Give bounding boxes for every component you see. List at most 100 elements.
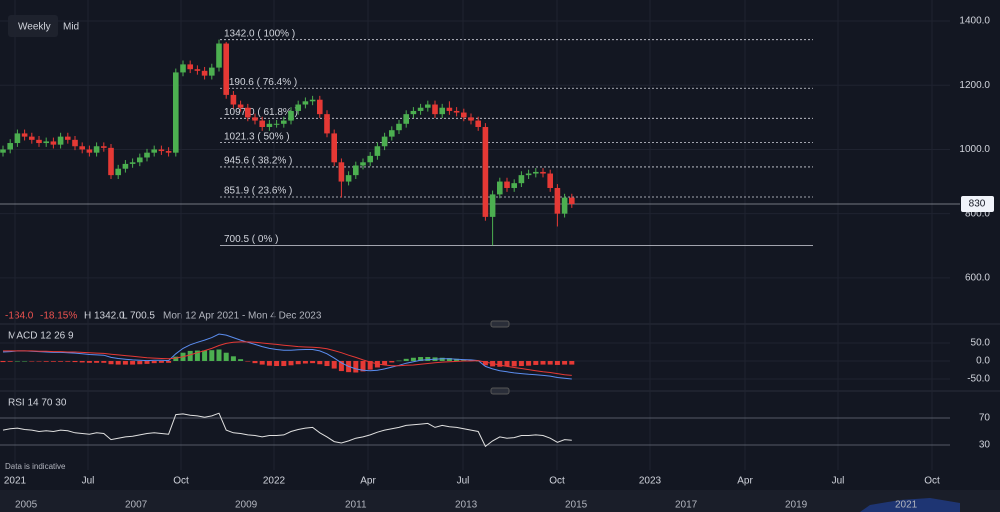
macd-histogram-bar [58, 360, 64, 362]
macd-histogram-bar [122, 360, 128, 365]
macd-histogram-bar [238, 359, 244, 361]
candle-body [540, 171, 546, 174]
candle-body [14, 133, 21, 144]
fib-label: 700.5 ( 0% ) [224, 234, 278, 245]
candle-body [497, 181, 503, 195]
macd-histogram-bar [461, 359, 467, 361]
candle-body [482, 126, 489, 217]
macd-histogram-bar [108, 360, 114, 365]
macd-histogram-bar [288, 360, 294, 366]
candle-body [93, 146, 100, 153]
x-tick-label: Oct [173, 476, 189, 487]
candle-body [425, 104, 431, 108]
candle-body [165, 151, 172, 153]
navigator-year: 2017 [675, 500, 698, 511]
macd-histogram-bar [540, 360, 546, 365]
x-tick-label: Jul [832, 476, 845, 487]
macd-histogram-bar [396, 360, 402, 362]
candle-body [345, 175, 352, 182]
candle-body [353, 165, 359, 176]
last-price-box [961, 196, 994, 213]
low: L 700.5 [122, 311, 155, 322]
candle-body [129, 162, 136, 164]
candle-body [266, 123, 273, 127]
candle-body [187, 64, 193, 70]
candle-body [101, 146, 107, 148]
candle-body [245, 107, 251, 118]
macd-histogram-bar [158, 360, 164, 363]
candle-body [403, 114, 409, 124]
candle-body [309, 99, 316, 102]
y-tick-label: 1200.0 [959, 80, 990, 91]
candle-body [489, 194, 496, 217]
macd-histogram-bar [446, 358, 452, 361]
candle-body [561, 197, 568, 214]
candle-body [295, 104, 301, 111]
x-tick-label: Apr [737, 476, 753, 487]
macd-histogram-bar [86, 360, 92, 363]
macd-histogram-bar [65, 360, 71, 362]
candle-body [374, 146, 381, 156]
candle-body [86, 149, 93, 153]
macd-histogram-bar [511, 360, 517, 367]
macd-histogram-bar [569, 360, 575, 365]
candle-body [446, 107, 453, 111]
x-tick-label: 2021 [4, 476, 27, 487]
fib-label: 1342.0 ( 100% ) [224, 28, 295, 39]
candle-body [533, 171, 539, 174]
price-type[interactable]: Mid [63, 22, 79, 33]
navigator-area [860, 498, 960, 512]
macd-histogram-bar [22, 360, 28, 362]
x-tick-label: Oct [924, 476, 940, 487]
panel-handle[interactable] [490, 320, 510, 328]
candle-body [518, 175, 525, 184]
candle-body [194, 69, 201, 71]
candle-body [317, 99, 323, 115]
candle-body [57, 136, 64, 145]
panel-handle[interactable] [490, 387, 510, 395]
macd-histogram-bar [245, 360, 251, 362]
macd-histogram-bar [115, 360, 121, 365]
macd-histogram-bar [317, 360, 323, 365]
macd-histogram-bar [187, 350, 193, 361]
macd-histogram-bar [526, 360, 532, 366]
last-price-label: 830 [969, 199, 986, 210]
candle-body [21, 133, 28, 137]
fib-label: 1097.0 ( 61.8% ) [224, 107, 298, 118]
navigator-year: 2005 [15, 500, 38, 511]
navigator-year: 2007 [125, 500, 148, 511]
candle-body [432, 104, 438, 115]
candle-body [338, 162, 345, 182]
candle-body [237, 104, 244, 108]
candle-body [115, 168, 121, 176]
candle-body [79, 146, 85, 150]
macd-histogram-bar [137, 360, 143, 365]
macd-histogram-bar [166, 360, 172, 363]
candle-body [50, 141, 57, 145]
candle-body [173, 72, 179, 153]
macd-histogram-bar [29, 360, 35, 362]
macd-histogram-bar [144, 360, 150, 364]
macd-histogram-bar [454, 358, 460, 361]
candle-body [209, 67, 215, 76]
candle-body [29, 136, 35, 140]
macd-histogram-bar [410, 357, 416, 361]
note: Data is indicative [5, 462, 66, 471]
macd-histogram-bar [252, 360, 258, 364]
interval-button[interactable] [8, 15, 58, 37]
x-tick-label: 2022 [263, 476, 286, 487]
high: H 1342.0 [84, 311, 125, 322]
interval[interactable]: Weekly [18, 22, 51, 33]
x-tick-label: Jul [457, 476, 470, 487]
fib-label: 945.6 ( 38.2% ) [224, 156, 292, 167]
date-range: Mon 12 Apr 2021 - Mon 4 Dec 2023 [163, 311, 322, 322]
macd-histogram-bar [382, 360, 388, 365]
candle-body [453, 110, 460, 113]
candle-body [389, 130, 395, 137]
macd-histogram-bar [518, 360, 524, 367]
y-tick-label: 0.0 [976, 356, 990, 367]
navigator[interactable] [0, 490, 1000, 512]
candle-body [547, 173, 553, 188]
macd-histogram-bar [310, 360, 316, 364]
macd-histogram-bar [14, 360, 20, 362]
